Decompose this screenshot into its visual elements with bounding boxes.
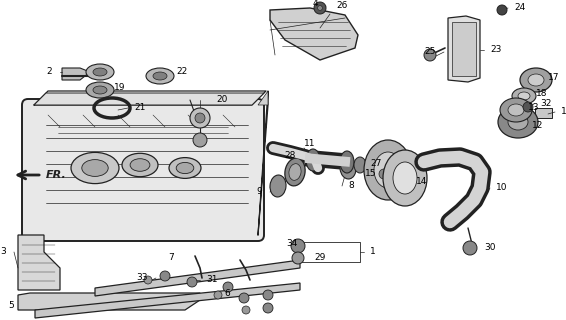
Text: 22: 22: [176, 68, 187, 76]
Circle shape: [379, 169, 389, 179]
Text: 16: 16: [561, 108, 566, 116]
Circle shape: [424, 49, 436, 61]
Text: 32: 32: [540, 100, 551, 108]
Text: 12: 12: [532, 122, 543, 131]
Ellipse shape: [130, 159, 150, 171]
Text: 9: 9: [256, 188, 262, 196]
Text: 4: 4: [313, 0, 319, 9]
Text: 10: 10: [496, 183, 508, 193]
Ellipse shape: [153, 72, 167, 80]
Text: 7: 7: [168, 253, 174, 262]
Circle shape: [187, 277, 197, 287]
Polygon shape: [95, 260, 300, 296]
Circle shape: [193, 133, 207, 147]
Text: 25: 25: [424, 47, 436, 57]
Circle shape: [214, 291, 222, 299]
Ellipse shape: [508, 114, 528, 130]
Text: 26: 26: [336, 2, 348, 11]
Text: 34: 34: [286, 239, 298, 249]
Text: 23: 23: [490, 45, 501, 54]
Text: 19: 19: [114, 84, 126, 92]
Text: 3: 3: [0, 247, 6, 257]
Text: 28: 28: [285, 151, 296, 161]
Ellipse shape: [270, 175, 286, 197]
Text: 29: 29: [314, 253, 325, 262]
Polygon shape: [34, 93, 264, 105]
Circle shape: [318, 6, 323, 10]
Text: 11: 11: [304, 140, 315, 148]
Ellipse shape: [176, 162, 194, 173]
Ellipse shape: [82, 160, 108, 176]
Circle shape: [190, 108, 210, 128]
Ellipse shape: [340, 151, 354, 173]
Ellipse shape: [71, 152, 119, 184]
Ellipse shape: [146, 68, 174, 84]
Text: 21: 21: [134, 103, 145, 113]
Circle shape: [242, 306, 250, 314]
Circle shape: [314, 2, 326, 14]
Ellipse shape: [306, 149, 320, 171]
Text: 6: 6: [224, 289, 230, 298]
Ellipse shape: [520, 68, 552, 92]
Text: FR.: FR.: [46, 170, 67, 180]
Polygon shape: [35, 283, 300, 318]
Ellipse shape: [500, 98, 532, 122]
Circle shape: [239, 293, 249, 303]
Text: 8: 8: [348, 181, 354, 190]
Text: 13: 13: [528, 103, 539, 113]
Circle shape: [291, 239, 305, 253]
Ellipse shape: [512, 88, 536, 104]
Ellipse shape: [289, 164, 301, 180]
Polygon shape: [452, 22, 476, 76]
Text: 27: 27: [370, 159, 381, 169]
Ellipse shape: [498, 106, 538, 138]
Circle shape: [463, 241, 477, 255]
Polygon shape: [535, 108, 552, 118]
Circle shape: [523, 102, 533, 112]
Polygon shape: [62, 68, 90, 80]
Ellipse shape: [354, 157, 366, 173]
Circle shape: [263, 303, 273, 313]
Circle shape: [497, 5, 507, 15]
Circle shape: [144, 276, 152, 284]
Text: 5: 5: [8, 301, 14, 310]
Circle shape: [195, 113, 205, 123]
Polygon shape: [258, 91, 268, 105]
Text: 2: 2: [46, 68, 52, 76]
Text: 15: 15: [365, 170, 376, 179]
Ellipse shape: [383, 150, 427, 206]
FancyBboxPatch shape: [22, 99, 264, 241]
Text: 1: 1: [370, 247, 376, 257]
Text: 33: 33: [136, 274, 148, 283]
Circle shape: [160, 271, 170, 281]
Ellipse shape: [93, 86, 107, 94]
Circle shape: [223, 282, 233, 292]
Circle shape: [263, 290, 273, 300]
Ellipse shape: [528, 74, 544, 86]
Ellipse shape: [508, 104, 524, 116]
Polygon shape: [18, 235, 60, 290]
Circle shape: [292, 252, 304, 264]
Ellipse shape: [364, 140, 412, 200]
Ellipse shape: [374, 152, 402, 188]
Ellipse shape: [285, 158, 305, 186]
Text: 14: 14: [416, 178, 427, 187]
Ellipse shape: [122, 153, 158, 177]
Text: 24: 24: [514, 4, 525, 12]
Ellipse shape: [169, 157, 201, 179]
Ellipse shape: [518, 92, 530, 100]
Ellipse shape: [86, 64, 114, 80]
Ellipse shape: [86, 82, 114, 98]
Text: 17: 17: [548, 74, 560, 83]
Text: 18: 18: [536, 90, 547, 99]
Ellipse shape: [340, 157, 356, 179]
Ellipse shape: [93, 68, 107, 76]
Polygon shape: [270, 8, 358, 60]
Text: 20: 20: [216, 95, 228, 105]
Ellipse shape: [393, 162, 417, 194]
Polygon shape: [448, 16, 480, 82]
Polygon shape: [18, 293, 200, 310]
Text: 31: 31: [206, 276, 217, 284]
Text: 30: 30: [484, 244, 495, 252]
